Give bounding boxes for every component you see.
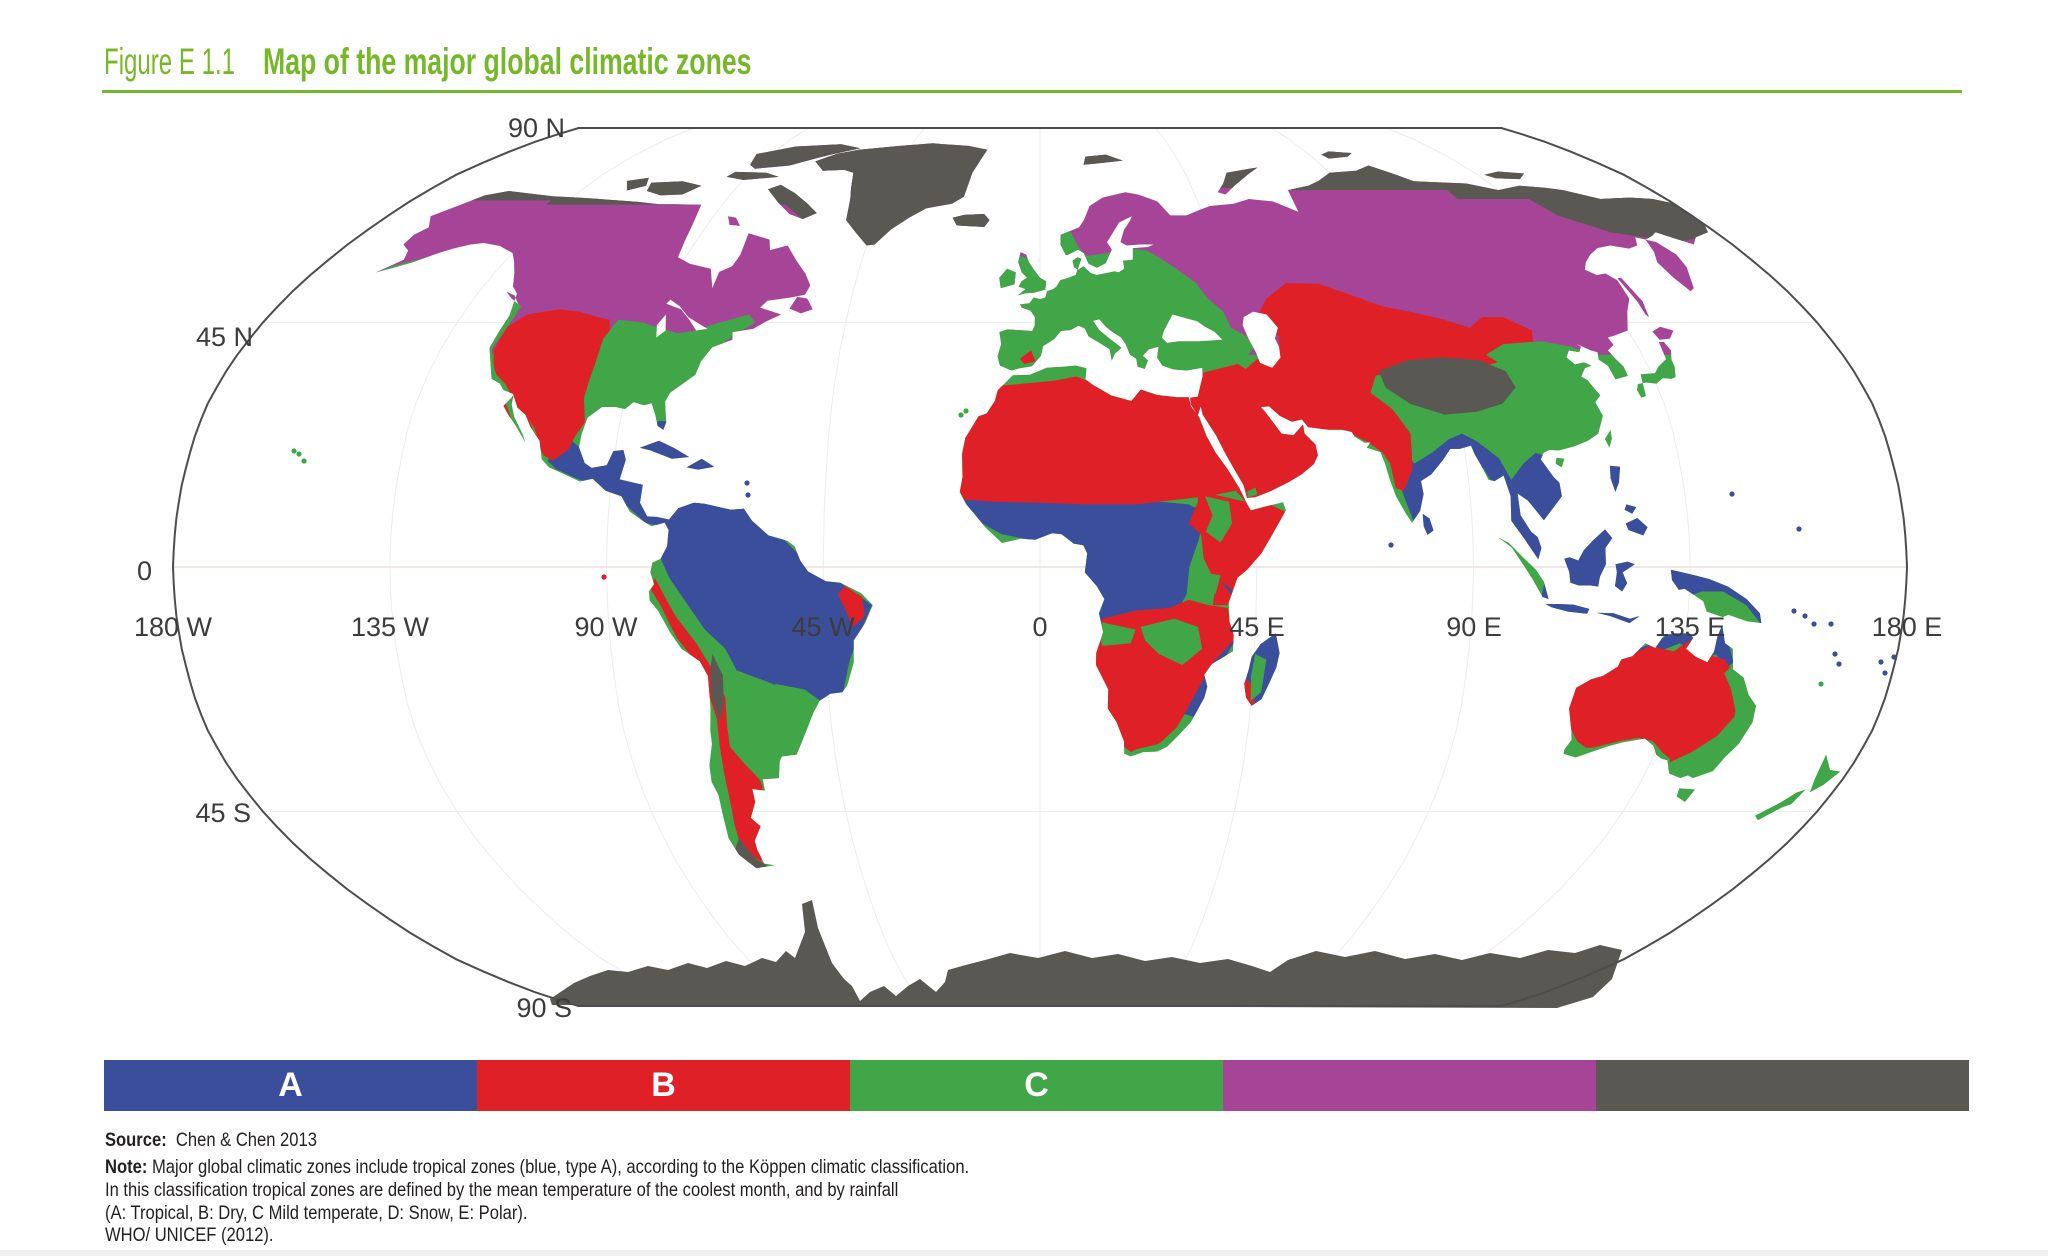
svg-text:90 W: 90 W — [574, 612, 638, 642]
svg-text:0: 0 — [137, 556, 152, 586]
svg-text:135 E: 135 E — [1655, 612, 1726, 642]
svg-text:180 W: 180 W — [134, 612, 213, 642]
svg-text:90 N: 90 N — [508, 113, 565, 143]
svg-text:45 N: 45 N — [196, 322, 253, 352]
svg-text:45 W: 45 W — [791, 612, 855, 642]
svg-text:90 E: 90 E — [1446, 612, 1502, 642]
svg-text:90 S: 90 S — [516, 993, 572, 1023]
svg-text:180 E: 180 E — [1872, 612, 1943, 642]
svg-text:45 E: 45 E — [1229, 612, 1285, 642]
svg-text:45 S: 45 S — [195, 798, 251, 828]
svg-text:0: 0 — [1032, 612, 1047, 642]
svg-text:135 W: 135 W — [351, 612, 430, 642]
